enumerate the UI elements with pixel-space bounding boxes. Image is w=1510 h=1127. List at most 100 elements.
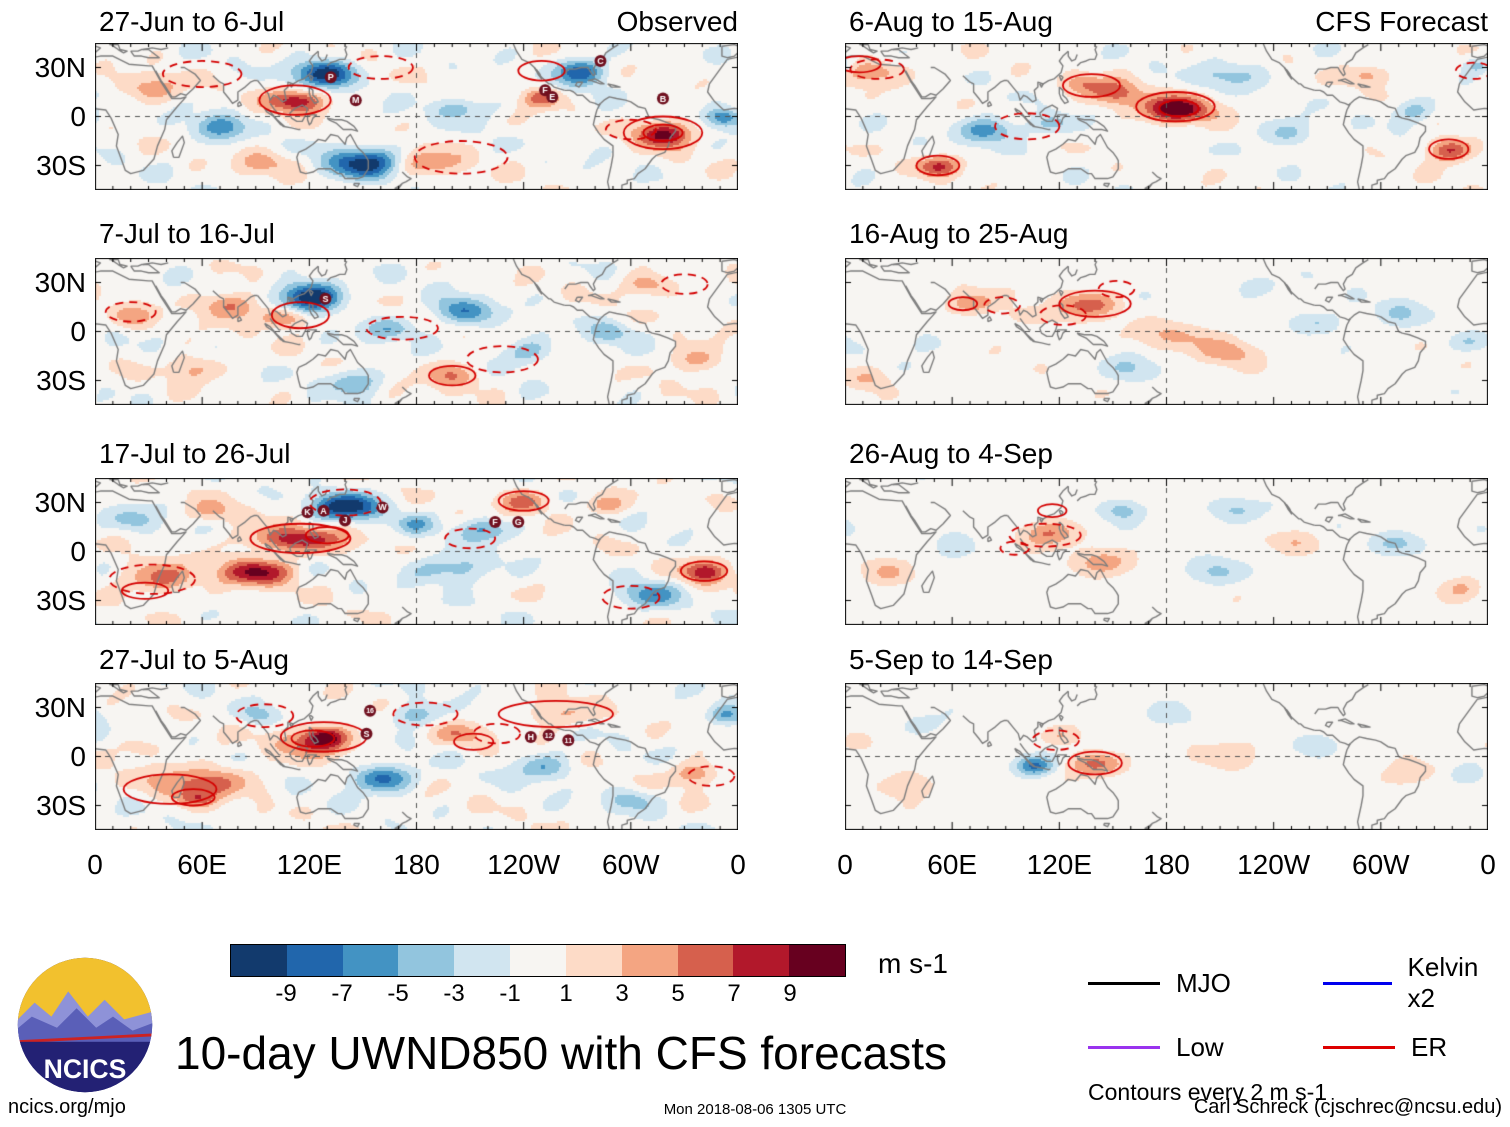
colorbar-cell <box>733 945 790 976</box>
y-tick-label: 30N <box>34 52 86 83</box>
colorbar-cell <box>621 945 678 976</box>
panel-date-range: 6-Aug to 15-Aug <box>849 6 1053 37</box>
panel-title-row: 27-Jul to 5-Aug <box>95 644 738 676</box>
x-axis-observed: 0 60E 120E 180 120W 60W 0 <box>87 848 746 884</box>
colorbar-cell <box>231 945 287 976</box>
legend-line <box>1088 1046 1160 1049</box>
colorbar-tick-label: 9 <box>783 980 797 1007</box>
x-tick-label: 120E <box>276 849 343 880</box>
colorbar-tick-label: -3 <box>443 980 465 1007</box>
panel-date-range: 27-Jun to 6-Jul <box>99 6 285 37</box>
colorbar-cell <box>565 945 622 976</box>
x-tick-label: 60W <box>1352 849 1410 880</box>
colorbar-tick-label: 7 <box>727 980 741 1007</box>
map-panel-forecast-3 <box>845 478 1488 625</box>
panel-title-row: 16-Aug to 25-Aug <box>845 218 1488 250</box>
colorbar-tick-label: -9 <box>275 980 297 1007</box>
x-tick-label: 0 <box>87 849 103 880</box>
ncics-logo: NCICS <box>17 957 153 1093</box>
colorbar-tick-label: -1 <box>499 980 521 1007</box>
panel-title-row: 7-Jul to 16-Jul <box>95 218 738 250</box>
colorbar-cell <box>342 945 399 976</box>
panel-date-range: 26-Aug to 4-Sep <box>849 438 1053 469</box>
legend-item-low: Low <box>1088 1032 1323 1063</box>
map-panel-observed-4 <box>95 683 738 830</box>
panel-date-range: 27-Jul to 5-Aug <box>99 644 289 675</box>
x-tick-label: 180 <box>1143 849 1190 880</box>
map-panel-forecast-4 <box>845 683 1488 830</box>
legend-line <box>1323 1046 1395 1049</box>
y-tick-label: 30N <box>34 692 86 723</box>
legend-label: Kelvin x2 <box>1407 952 1479 1013</box>
y-tick-label: 0 <box>70 536 86 567</box>
map-panel-observed-3 <box>95 478 738 625</box>
legend-note: Contours every 2 m s-1 <box>1088 1079 1328 1105</box>
legend-item-mjo: MJO <box>1088 952 1323 1014</box>
colorbar-cell <box>510 945 566 976</box>
legend-label: Low <box>1176 1032 1224 1062</box>
colorbar <box>230 944 846 977</box>
x-tick-label: 120W <box>487 849 561 880</box>
x-axis-forecast: 0 60E 120E 180 120W 60W 0 <box>837 848 1496 884</box>
panel-title-row: 6-Aug to 15-Aug CFS Forecast <box>845 6 1488 38</box>
panel-title-row: 17-Jul to 26-Jul <box>95 438 738 470</box>
x-tick-label: 120W <box>1237 849 1311 880</box>
legend-item-er: ER <box>1323 1032 1508 1063</box>
x-tick-label: 0 <box>1480 849 1496 880</box>
legend-line <box>1323 981 1392 985</box>
figure-title: 10-day UWND850 with CFS forecasts <box>175 1027 948 1079</box>
y-tick-label: 0 <box>70 741 86 772</box>
column-tag-forecast: CFS Forecast <box>1315 6 1488 37</box>
colorbar-tick-label: -7 <box>331 980 353 1007</box>
panel-title-row: 5-Sep to 14-Sep <box>845 644 1488 676</box>
y-tick-label: 30N <box>34 267 86 298</box>
panel-date-range: 5-Sep to 14-Sep <box>849 644 1053 675</box>
y-tick-label: 0 <box>70 316 86 347</box>
legend-line <box>1088 981 1160 985</box>
y-tick-label: 30S <box>36 790 86 821</box>
colorbar-cell <box>677 945 734 976</box>
panel-date-range: 17-Jul to 26-Jul <box>99 438 291 469</box>
colorbar-tick-label: 3 <box>615 980 629 1007</box>
map-panel-observed-1 <box>95 43 738 190</box>
legend-item-kelvin-x2: Kelvin x2 <box>1323 952 1508 1014</box>
source-url: ncics.org/mjo <box>8 1096 126 1118</box>
timestamp: Mon 2018-08-06 1305 UTC <box>663 1101 847 1118</box>
legend-grid: MJO Kelvin x2 Low ER <box>1088 952 1508 1063</box>
colorbar-tick-label: 5 <box>671 980 685 1007</box>
x-tick-label: 60E <box>927 849 978 880</box>
y-tick-label: 30S <box>36 365 86 396</box>
map-panel-forecast-1 <box>845 43 1488 190</box>
x-tick-label: 60E <box>177 849 228 880</box>
credit: Carl Schreck (cjschrec@ncsu.edu) <box>1193 1096 1502 1118</box>
logo-red-line <box>17 1033 153 1044</box>
y-tick-label: 30S <box>36 585 86 616</box>
legend-label: ER <box>1411 1032 1448 1062</box>
y-tick-label: 30S <box>36 150 86 181</box>
panel-date-range: 7-Jul to 16-Jul <box>99 218 275 249</box>
colorbar-cell <box>789 945 845 976</box>
colorbar-units: m s-1 <box>878 948 948 979</box>
y-tick-label: 30N <box>34 487 86 518</box>
map-panel-observed-2 <box>95 258 738 405</box>
colorbar-cell <box>286 945 343 976</box>
panel-date-range: 16-Aug to 25-Aug <box>849 218 1069 249</box>
legend: MJO Kelvin x2 Low ER Contours every 2 m s-1 <box>1088 952 1508 1106</box>
legend-label: MJO <box>1176 967 1231 998</box>
colorbar-tick-label: 1 <box>559 980 573 1007</box>
colorbar-tick-label: -5 <box>387 980 409 1007</box>
logo-text: NCICS <box>44 1054 127 1084</box>
x-tick-label: 0 <box>837 849 853 880</box>
colorbar-cell <box>454 945 511 976</box>
colorbar-cell <box>398 945 455 976</box>
map-panel-forecast-2 <box>845 258 1488 405</box>
x-tick-label: 120E <box>1026 849 1093 880</box>
x-tick-label: 0 <box>730 849 746 880</box>
colorbar-tick-labels: -9 -7 -5 -3 -1 1 3 5 7 9 <box>230 980 846 1010</box>
y-tick-label: 0 <box>70 101 86 132</box>
x-tick-label: 180 <box>393 849 440 880</box>
column-tag-observed: Observed <box>616 6 738 37</box>
panel-title-row: 27-Jun to 6-Jul Observed <box>95 6 738 38</box>
x-tick-label: 60W <box>602 849 660 880</box>
